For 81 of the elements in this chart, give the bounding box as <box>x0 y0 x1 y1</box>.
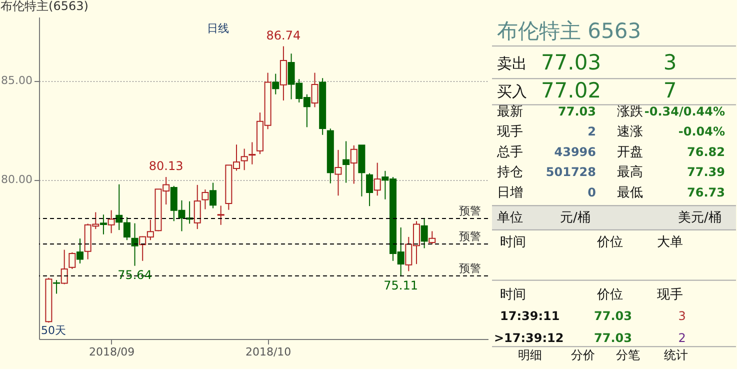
candlestick <box>194 184 201 230</box>
text: 501728 <box>546 165 596 180</box>
annotation: 75.64 <box>118 268 152 282</box>
ref-line-label: 预警 <box>459 262 481 275</box>
text: 最高 <box>617 164 643 180</box>
text: 总手 <box>496 144 523 160</box>
text: 最新 <box>497 104 523 120</box>
text: 价位 <box>596 287 623 302</box>
text: 涨跌 <box>617 104 643 120</box>
x-tick-label: 2018/09 <box>88 346 135 358</box>
text: 统计 <box>664 348 688 362</box>
candlestick <box>272 73 280 95</box>
text: 2 <box>678 331 686 346</box>
y-tick-label: 80.00 <box>1 173 32 186</box>
text: 美元/桶 <box>678 210 722 226</box>
candlestick <box>350 144 358 184</box>
ref-line-label: 预警 <box>459 204 481 218</box>
text: 77.03 <box>594 308 632 323</box>
text: 单位 <box>497 210 523 226</box>
text: 76.73 <box>687 185 725 200</box>
candlestick <box>76 238 84 264</box>
text: 77.02 <box>540 78 602 103</box>
text: 速涨 <box>617 124 643 140</box>
text: 现手 <box>497 124 523 140</box>
text: 77.03 <box>594 331 632 346</box>
text: 现手 <box>657 287 683 302</box>
text: 持仓 <box>497 165 523 180</box>
candlestick <box>131 222 138 266</box>
candlestick <box>68 252 76 270</box>
candlestick <box>420 217 428 249</box>
text: 时间 <box>500 287 526 302</box>
candlestick <box>210 182 217 209</box>
text: 2 <box>588 124 596 139</box>
text: 0 <box>588 185 596 200</box>
text: 分价 <box>571 348 595 362</box>
text: 价位 <box>596 235 623 250</box>
text: 最低 <box>617 185 643 200</box>
text: 77.39 <box>687 165 725 180</box>
annotation: 86.74 <box>266 28 301 42</box>
text: 7 <box>663 78 677 103</box>
candlestick <box>100 214 107 235</box>
text: 日增 <box>497 185 523 200</box>
y-tick-label: 85.00 <box>1 74 32 88</box>
candlestick <box>108 210 115 234</box>
text: 大单 <box>657 235 683 250</box>
text: -0.34/0.44% <box>644 104 725 118</box>
text: 77.03 <box>540 50 602 75</box>
x-tick-label: 2018/10 <box>245 346 292 358</box>
candlestick <box>366 172 374 207</box>
candlestick <box>342 140 350 184</box>
text: 43996 <box>554 144 596 159</box>
text: 买入 <box>497 82 527 101</box>
text: -0.04% <box>678 124 725 139</box>
text: 76.82 <box>687 144 725 159</box>
text: 时间 <box>500 235 526 250</box>
candlestick <box>240 148 248 171</box>
ref-line-label: 预警 <box>459 230 481 244</box>
annotation: 50天 <box>41 324 66 337</box>
annotation: 75.11 <box>384 278 418 292</box>
candlestick <box>334 149 342 196</box>
text: 77.03 <box>558 104 596 118</box>
candlestick <box>217 205 224 226</box>
text: 17:39:11 <box>500 308 560 323</box>
candlestick <box>311 72 318 108</box>
candlestick <box>60 249 68 285</box>
text: 明细 <box>518 348 542 362</box>
candlestick <box>202 188 209 210</box>
text: 分笔 <box>616 348 640 362</box>
text: 卖出 <box>497 54 527 73</box>
text: 3 <box>663 50 677 75</box>
text: 布伦特主 6563 <box>497 18 642 43</box>
annotation: 日线 <box>207 22 229 35</box>
annotation: 80.13 <box>148 159 184 174</box>
text: >17:39:12 <box>494 331 564 346</box>
text: 开盘 <box>617 144 643 160</box>
candlestick <box>248 142 256 165</box>
candlestick <box>374 162 381 196</box>
candlestick <box>428 230 436 245</box>
text: 元/桶 <box>560 210 590 226</box>
text: 3 <box>678 308 686 323</box>
chart-title: 布伦特主(6563) <box>0 0 88 13</box>
